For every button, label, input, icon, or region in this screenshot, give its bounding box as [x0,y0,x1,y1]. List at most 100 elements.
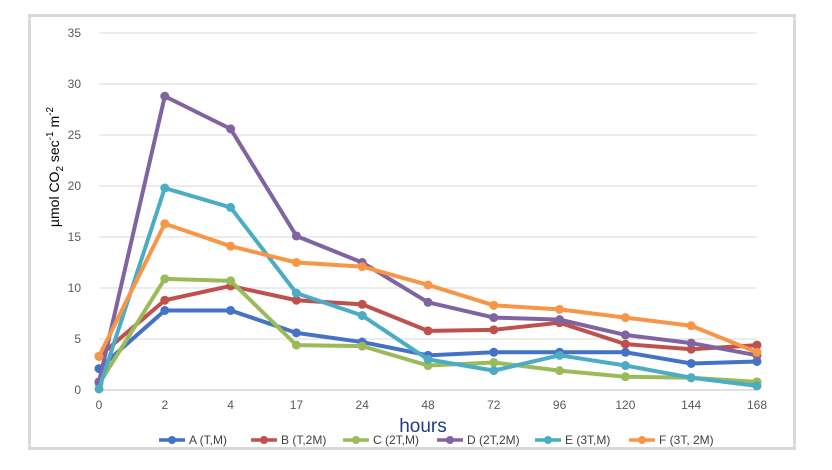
data-point [489,313,499,323]
x-tick-label: 17 [290,398,304,412]
data-point [226,305,236,315]
legend-item: C (2T,M) [343,433,419,447]
y-tick-label: 0 [74,383,81,397]
legend-label: A (T,M) [189,433,227,447]
data-point [686,321,696,331]
gridlines [99,32,757,391]
x-tick-label: 120 [615,398,635,412]
x-tick-label: 2 [161,398,168,412]
x-axis-ticks: 0 2 4 17 24 48 72 96 120 144 168 [96,398,768,412]
data-point [752,347,762,357]
y-tick-label: 30 [68,77,82,91]
y-tick-label: 5 [74,332,81,346]
data-point [555,350,565,360]
data-point [686,373,696,383]
x-tick-label: 4 [227,398,234,412]
data-point [357,299,367,309]
data-point [291,340,301,350]
y-axis-label-part: µmol CO [46,171,62,227]
data-point [291,288,301,298]
x-tick-label: 72 [487,398,501,412]
legend-swatch-marker [446,436,454,444]
data-point [357,311,367,321]
data-point [620,330,630,340]
data-point [423,280,433,290]
data-point [489,347,499,357]
y-axis-label: µmol CO2 sec-1 m-2 [45,107,66,228]
data-point [489,366,499,376]
x-tick-label: 168 [747,398,767,412]
series-e [94,183,762,394]
legend-swatch-marker [260,436,268,444]
legend-item: F (3T, 2M) [629,433,714,447]
legend-label: D (2T,2M) [467,433,520,447]
y-tick-label: 10 [68,281,82,295]
data-point [555,315,565,325]
legend-label: B (T,2M) [281,433,326,447]
data-point [620,372,630,382]
data-point [226,202,236,212]
y-axis-label-part: m [46,116,62,132]
data-point [160,91,170,101]
legend: A (T,M) B (T,2M) C (2T,M) D (2T,2M) E (3T,M)… [159,433,714,447]
x-tick-label: 48 [421,398,435,412]
data-point [423,297,433,307]
x-tick-label: 0 [96,398,103,412]
x-axis-label: hours [399,416,447,437]
legend-label: E (3T,M) [565,433,610,447]
legend-item: B (T,2M) [251,433,326,447]
data-point [226,276,236,286]
chart-frame: 0 5 10 15 20 25 30 35 0 2 4 17 24 48 72 96 120 144 168 ho… [28,14,796,450]
data-point [423,326,433,336]
series-lines [94,91,762,394]
series-d [94,91,762,387]
legend-label: C (2T,M) [373,433,419,447]
data-point [686,358,696,368]
y-axis-ticks: 0 5 10 15 20 25 30 35 [68,26,82,397]
legend-swatch-marker [544,436,552,444]
legend-swatch-marker [638,436,646,444]
x-tick-label: 24 [356,398,370,412]
y-tick-label: 25 [68,128,82,142]
data-point [226,241,236,251]
y-tick-label: 35 [68,26,82,40]
data-point [555,366,565,376]
data-point [160,305,170,315]
data-point [423,354,433,364]
legend-item: E (3T,M) [535,433,610,447]
series-line [97,221,758,358]
data-point [94,384,104,394]
data-point [291,231,301,241]
data-point [620,347,630,357]
data-point [752,381,762,391]
data-point [489,357,499,367]
legend-item: D (2T,2M) [437,433,520,447]
data-point [160,274,170,284]
data-point [489,325,499,335]
legend-swatch-marker [168,436,176,444]
data-point [620,361,630,371]
data-point [160,183,170,193]
data-point [160,219,170,229]
data-point [291,258,301,267]
data-point [291,295,301,305]
data-point [160,295,170,305]
y-axis-label-sup: -1 [45,131,56,140]
x-tick-label: 96 [553,398,567,412]
series-f [94,219,762,361]
y-axis-label-sub: 2 [55,166,66,172]
data-point [686,338,696,348]
data-point [620,339,630,349]
x-tick-label: 144 [681,398,701,412]
y-axis-label-sup: -2 [45,107,56,116]
data-point [555,304,565,314]
data-point [620,313,630,323]
y-tick-label: 20 [68,179,82,193]
y-axis-label-part: sec [46,140,62,166]
legend-item: A (T,M) [159,433,227,447]
legend-swatch-marker [352,436,360,444]
y-tick-label: 15 [68,230,82,244]
data-point [226,124,236,134]
data-point [291,328,301,338]
